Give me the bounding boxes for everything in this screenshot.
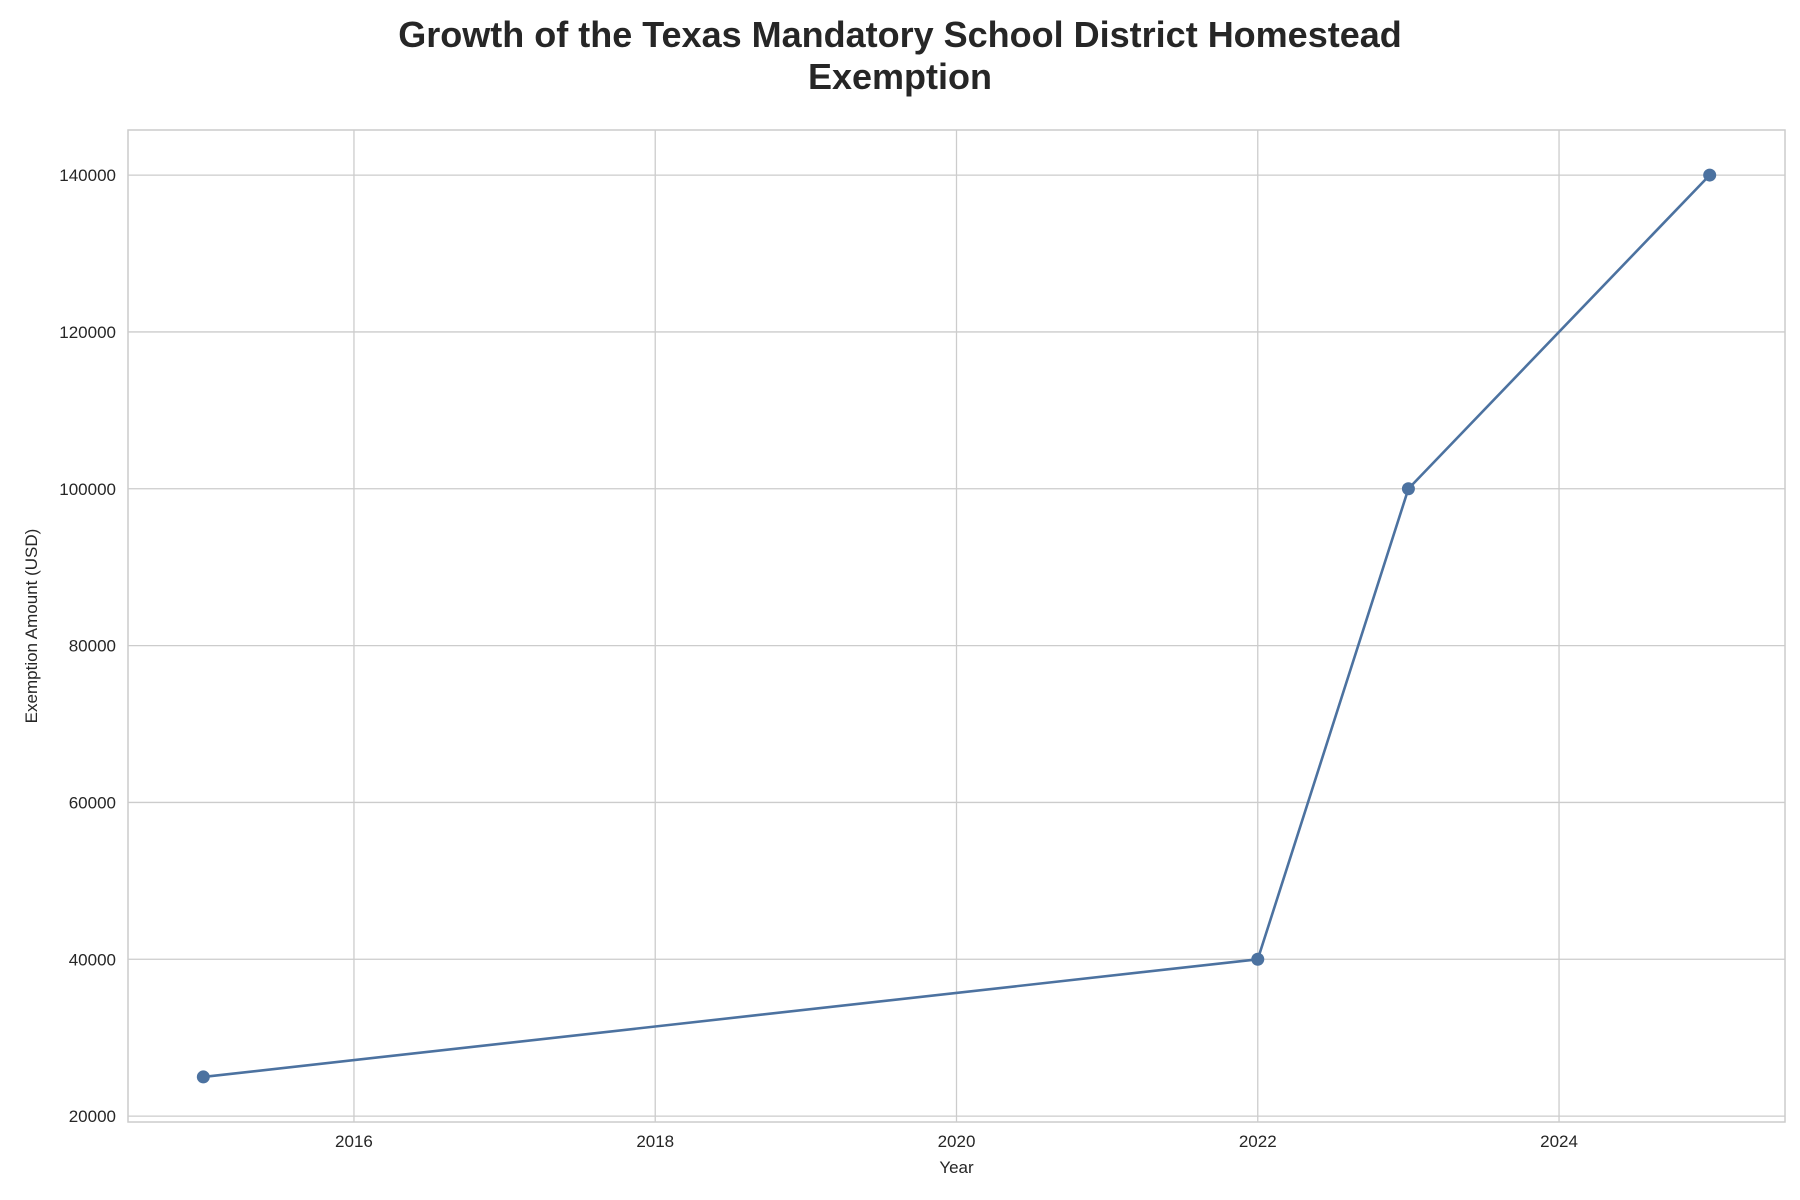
y-tick-label: 60000 bbox=[69, 793, 116, 812]
x-tick-label: 2022 bbox=[1239, 1132, 1277, 1151]
chart-title-line: Exemption bbox=[807, 56, 993, 97]
chart-title: Growth of the Texas Mandatory School Dis… bbox=[0, 14, 1800, 98]
series bbox=[196, 168, 1717, 1084]
x-tick-label: 2016 bbox=[335, 1132, 373, 1151]
grid bbox=[128, 130, 1785, 1122]
x-tick-label: 2020 bbox=[938, 1132, 976, 1151]
y-tick-label: 120000 bbox=[59, 323, 116, 342]
data-point bbox=[196, 1070, 210, 1084]
y-tick-label: 100000 bbox=[59, 480, 116, 499]
y-tick-label: 140000 bbox=[59, 166, 116, 185]
series-line bbox=[203, 174, 1711, 1079]
plot-frame bbox=[127, 129, 1786, 1123]
data-point bbox=[1401, 482, 1415, 496]
x-axis-ticks: 2016 2018 2020 2022 2024 bbox=[335, 1132, 1578, 1151]
x-tick-label: 2018 bbox=[636, 1132, 674, 1151]
x-axis-label: Year bbox=[939, 1158, 974, 1177]
data-point bbox=[1703, 168, 1717, 182]
y-tick-label: 40000 bbox=[69, 950, 116, 969]
x-tick-label: 2024 bbox=[1540, 1132, 1578, 1151]
data-point bbox=[1251, 952, 1265, 966]
y-axis-ticks: 20000 40000 60000 80000 100000 120000 140000 bbox=[59, 166, 116, 1126]
chart-title-line: Growth of the Texas Mandatory School Dis… bbox=[398, 14, 1402, 55]
y-axis-label: Exemption Amount (USD) bbox=[22, 529, 41, 724]
y-tick-label: 20000 bbox=[69, 1107, 116, 1126]
y-tick-label: 80000 bbox=[69, 637, 116, 656]
